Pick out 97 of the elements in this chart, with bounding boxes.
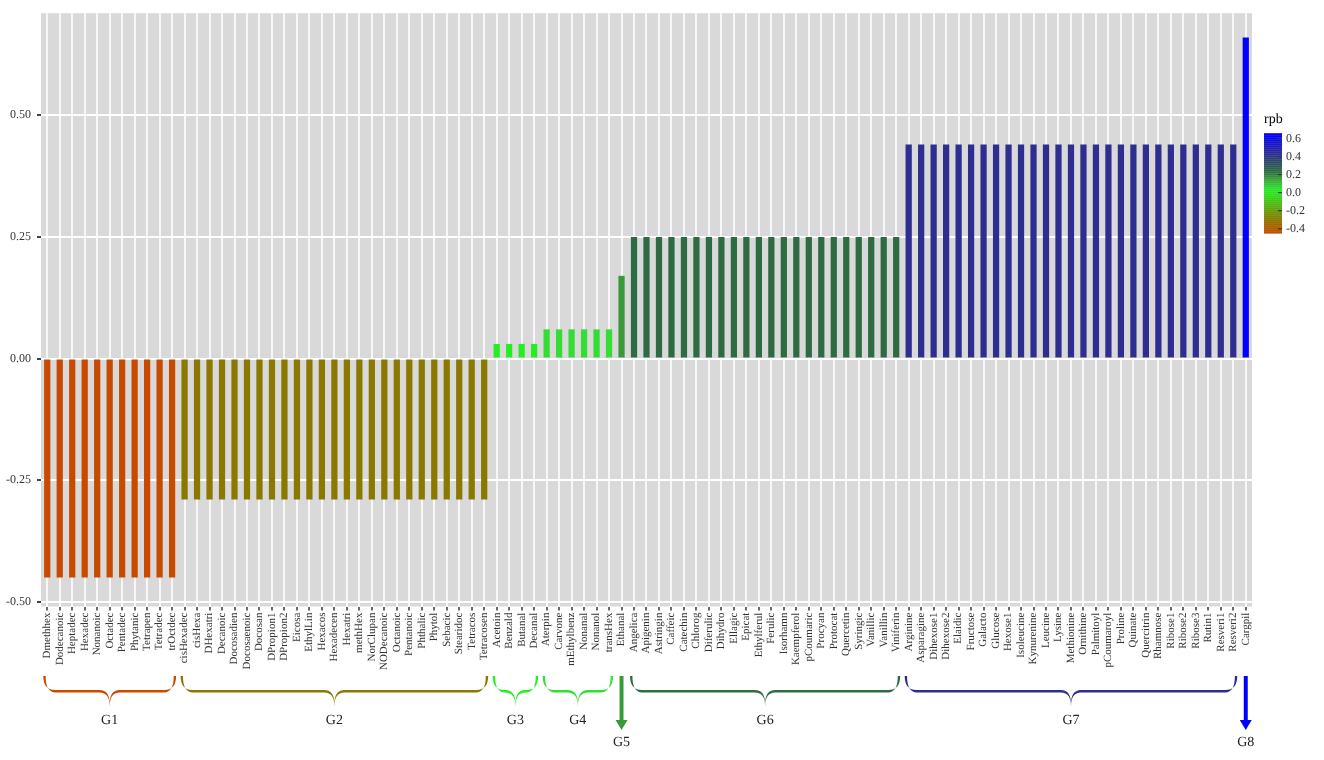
bar bbox=[768, 236, 775, 358]
bar bbox=[868, 236, 875, 358]
bar bbox=[1092, 144, 1100, 358]
bar bbox=[193, 359, 201, 500]
bar bbox=[618, 275, 625, 358]
bar bbox=[705, 236, 713, 358]
bar bbox=[368, 359, 375, 500]
bar bbox=[468, 359, 475, 500]
bar bbox=[905, 144, 912, 358]
bar bbox=[143, 359, 151, 578]
bar bbox=[568, 329, 575, 358]
bar bbox=[855, 236, 862, 358]
bar bbox=[1242, 37, 1249, 358]
bar bbox=[256, 359, 263, 500]
bar bbox=[893, 236, 900, 358]
bar bbox=[1105, 144, 1112, 358]
bar bbox=[1017, 144, 1025, 358]
bar bbox=[131, 359, 138, 578]
bar bbox=[406, 359, 413, 500]
bar bbox=[168, 359, 176, 578]
bar bbox=[1055, 144, 1062, 358]
bar bbox=[306, 359, 313, 500]
bar bbox=[630, 236, 638, 358]
bar bbox=[56, 359, 63, 578]
bar bbox=[218, 359, 226, 500]
bar bbox=[668, 236, 675, 358]
bar bbox=[393, 359, 400, 500]
bar bbox=[481, 359, 488, 500]
bar bbox=[1142, 144, 1149, 358]
bar bbox=[1067, 144, 1075, 358]
bar bbox=[930, 144, 937, 358]
bar bbox=[418, 359, 425, 500]
bar bbox=[181, 359, 188, 500]
bar bbox=[693, 236, 700, 358]
bar bbox=[992, 144, 1000, 358]
bar bbox=[1192, 144, 1199, 358]
bar bbox=[780, 236, 787, 358]
bar bbox=[268, 359, 276, 500]
bar bbox=[156, 359, 163, 578]
bar bbox=[580, 329, 588, 358]
bar bbox=[343, 359, 350, 500]
bar bbox=[506, 343, 513, 358]
bar bbox=[1005, 144, 1012, 358]
bar bbox=[718, 236, 725, 358]
bar bbox=[955, 144, 962, 358]
bar bbox=[518, 343, 525, 358]
bar bbox=[1117, 144, 1125, 358]
bar bbox=[730, 236, 738, 358]
bar bbox=[293, 359, 301, 500]
bar bbox=[106, 359, 113, 578]
bar bbox=[493, 343, 500, 358]
bar bbox=[793, 236, 800, 358]
bar bbox=[743, 236, 750, 358]
bar bbox=[680, 236, 688, 358]
bar bbox=[1167, 144, 1174, 358]
bar bbox=[81, 359, 88, 578]
bar bbox=[456, 359, 463, 500]
bar bbox=[44, 359, 51, 578]
bar bbox=[918, 144, 925, 358]
bar bbox=[381, 359, 388, 500]
bar bbox=[605, 329, 613, 358]
bar bbox=[1230, 144, 1237, 358]
bar bbox=[1217, 144, 1224, 358]
bar bbox=[818, 236, 825, 358]
bar bbox=[843, 236, 850, 358]
bar bbox=[655, 236, 663, 358]
bar bbox=[431, 359, 438, 500]
bar bbox=[356, 359, 363, 500]
bar bbox=[1042, 144, 1050, 358]
bar bbox=[643, 236, 650, 358]
bar bbox=[281, 359, 288, 500]
bar bbox=[880, 236, 887, 358]
bar bbox=[531, 343, 538, 358]
bar bbox=[119, 359, 126, 578]
bar bbox=[231, 359, 238, 500]
bar bbox=[318, 359, 326, 500]
bar bbox=[980, 144, 987, 358]
bar bbox=[1180, 144, 1187, 358]
bar bbox=[206, 359, 213, 500]
bar bbox=[1130, 144, 1137, 358]
bar bbox=[943, 144, 950, 358]
bar bbox=[755, 236, 762, 358]
bar bbox=[555, 329, 563, 358]
bar bbox=[243, 359, 251, 500]
bar bbox=[94, 359, 101, 578]
bar bbox=[443, 359, 450, 500]
bar bbox=[967, 144, 975, 358]
bar bbox=[1205, 144, 1212, 358]
bar bbox=[69, 359, 76, 578]
bar bbox=[830, 236, 837, 358]
bar bbox=[593, 329, 600, 358]
bar bbox=[1030, 144, 1037, 358]
bar bbox=[1080, 144, 1087, 358]
bar bbox=[1155, 144, 1162, 358]
bar bbox=[805, 236, 812, 358]
bar bbox=[543, 329, 550, 358]
bar bbox=[331, 359, 338, 500]
